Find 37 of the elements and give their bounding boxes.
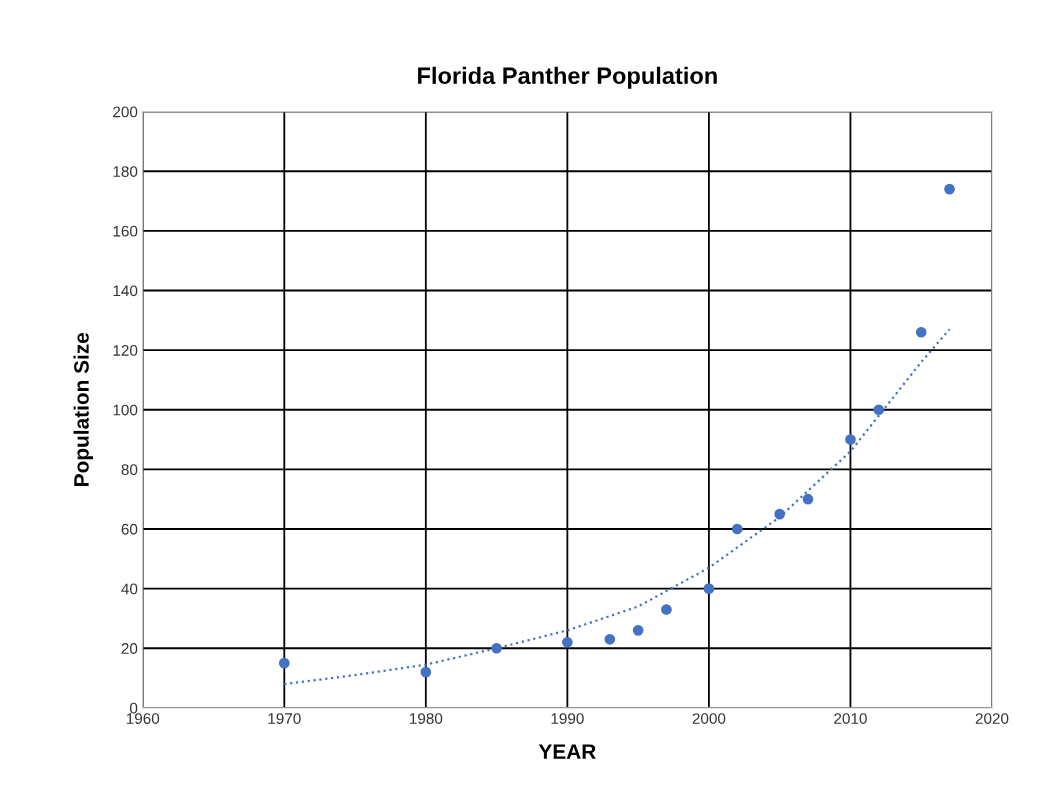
point (632, 625, 644, 636)
y-tick-label: 60 (121, 523, 138, 535)
x-tick-label: 1980 (410, 713, 443, 724)
y-tick-label: 0 (129, 702, 138, 714)
point (604, 633, 616, 645)
x-tick-label: 1990 (551, 713, 584, 724)
x-tick-label: 1960 (126, 713, 160, 724)
point (731, 523, 743, 535)
y-tick-label: 140 (113, 285, 138, 297)
point (915, 326, 927, 338)
point (774, 508, 786, 520)
point (562, 636, 573, 648)
point (661, 604, 672, 615)
point (873, 404, 885, 416)
y-tick-label: 100 (113, 404, 138, 416)
y-tick-label: 180 (113, 166, 138, 177)
y-tick-label: 20 (121, 643, 138, 654)
y-tick-label: 200 (113, 106, 138, 118)
point (944, 183, 955, 195)
point (845, 434, 856, 445)
point (703, 583, 715, 594)
point (802, 493, 814, 505)
point (278, 657, 290, 669)
point (420, 666, 432, 678)
y-tick-label: 120 (113, 345, 138, 356)
point (491, 642, 502, 654)
y-tick-label: 160 (113, 225, 138, 237)
y-tick-label: 40 (121, 583, 138, 595)
chart-title: Florida Panther Population (418, 66, 717, 89)
x-tick-label: 1970 (268, 713, 301, 724)
line-series (283, 328, 951, 686)
x-axis-title: YEAR (538, 744, 596, 759)
x-tick-label: 2000 (692, 713, 726, 724)
y-axis-title: Population Size (73, 332, 93, 486)
x-tick-label: 2020 (975, 713, 1009, 724)
y-tick-label: 80 (121, 464, 138, 476)
x-tick-label: 2010 (834, 713, 867, 724)
